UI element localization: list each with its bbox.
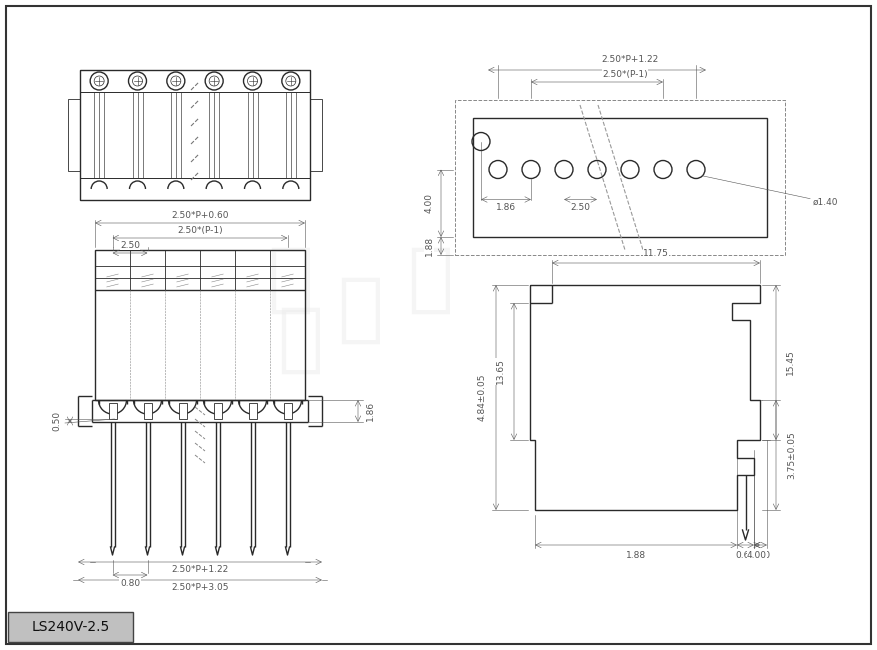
Text: 2.50*P+1.22: 2.50*P+1.22 [171,566,229,575]
Text: 1.88: 1.88 [424,236,433,256]
Text: 子: 子 [277,303,323,377]
Text: 联: 联 [267,243,313,317]
Text: 电: 电 [407,243,453,317]
Bar [95,250,305,290]
Text: 4.84±0.05: 4.84±0.05 [477,374,487,421]
Bar [455,100,785,255]
Text: 3.75±0.05: 3.75±0.05 [788,431,796,479]
Text: 2.50*(P-1): 2.50*(P-1) [177,226,223,235]
Text: 13.65: 13.65 [496,359,504,384]
Text: 0.64: 0.64 [735,551,755,560]
Bar [213,403,222,419]
Bar [179,403,187,419]
Text: LS240V-2.5: LS240V-2.5 [32,620,110,634]
Text: 2.50: 2.50 [571,203,590,212]
Text: 11.75: 11.75 [643,248,669,257]
Bar [283,403,291,419]
Text: 0.80: 0.80 [751,551,771,560]
Bar [473,118,767,237]
Bar [144,403,152,419]
Text: ø1.40: ø1.40 [702,176,838,207]
Text: 2.50: 2.50 [120,240,140,250]
Bar [80,70,310,200]
Bar [248,403,256,419]
Text: 2.50*(P-1): 2.50*(P-1) [602,70,648,79]
Bar [80,178,310,200]
Text: 4.00: 4.00 [747,551,767,560]
Bar [310,99,322,171]
Text: 4.00: 4.00 [424,193,433,213]
Text: 0.80: 0.80 [120,578,140,588]
Bar [8,612,133,642]
Bar [109,403,117,419]
Bar [68,99,80,171]
Bar [80,70,310,92]
Text: 15.45: 15.45 [786,350,795,376]
Text: 2.50*P+3.05: 2.50*P+3.05 [171,584,229,593]
Text: 2.50*P+0.60: 2.50*P+0.60 [171,211,229,220]
Text: 1.88: 1.88 [626,551,646,560]
Text: 捷: 捷 [337,273,383,347]
Text: 1.86: 1.86 [496,203,516,212]
Text: 1.86: 1.86 [366,401,374,421]
Text: 2.50*P+1.22: 2.50*P+1.22 [602,55,659,64]
Text: 0.50: 0.50 [53,411,61,431]
